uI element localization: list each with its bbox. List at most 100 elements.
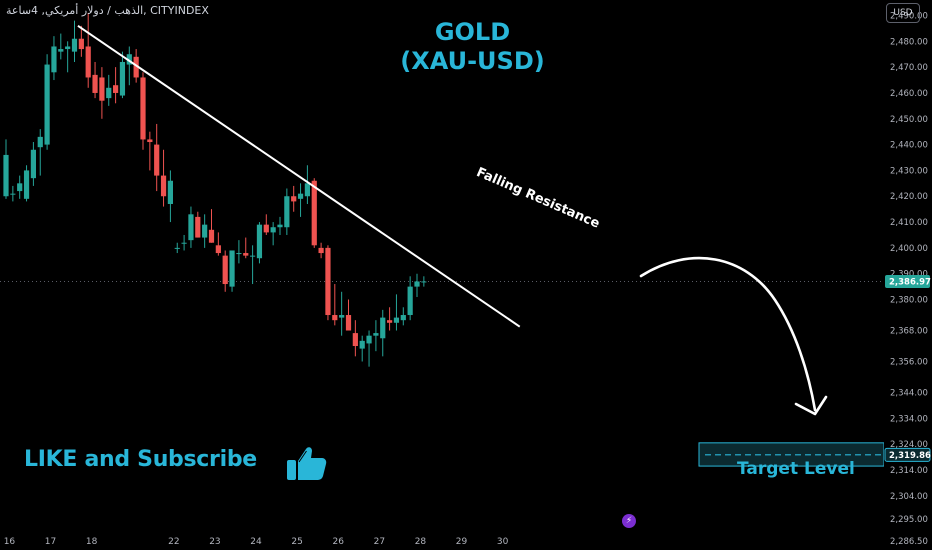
current-price-tag [885,275,930,289]
candle-body [345,315,352,331]
time-tick-label: 27 [374,537,385,547]
price-tick-label: 2,368.00 [890,327,928,337]
time-tick-label: 25 [291,537,302,547]
price-tick-label: 2,390.00 [890,270,928,280]
thumbs-up-icon [287,447,327,480]
candle-body [284,196,290,228]
time-tick-label: 18 [86,537,98,547]
candle-body [318,247,324,254]
candle-body [188,214,194,241]
candle-body [208,229,215,243]
candle-body [202,224,208,238]
price-tick-label: 2,450.00 [890,115,928,125]
candle-body [3,154,9,197]
time-tick-label: 16 [4,537,16,547]
chart-title: GOLD (XAU-USD) [395,18,550,76]
candle-body [160,175,167,197]
price-tick-label: 2,334.00 [890,414,928,424]
candle-body [10,193,16,195]
candle-body [352,333,358,347]
candle-body [297,193,304,199]
candle-body [243,253,249,256]
price-tick-label: 2,440.00 [890,141,928,151]
candle-body [65,46,71,50]
candle-body [140,77,146,140]
time-tick-label: 17 [45,537,56,547]
price-tick-label: 2,356.00 [890,358,928,368]
candle-body [30,149,36,179]
candle-body [92,74,98,93]
candle-body [250,255,256,257]
candle-body [147,139,153,143]
candle-body [380,317,386,339]
candle-body [332,315,338,321]
price-tick-label: 2,470.00 [890,63,928,73]
candle-body [325,247,331,316]
candle-body [414,281,420,287]
candle-body [277,224,283,228]
time-tick-label: 26 [332,537,344,547]
candle-body [44,64,50,145]
time-tick-label: 29 [456,537,468,547]
candle-body [400,315,406,321]
target-level-label: Target Level [737,459,855,479]
price-tick-label: 2,420.00 [890,192,928,202]
axis-layer: 2,490.00 2,480.00 2,470.00 2,460.00 2,450.00… [4,0,932,550]
candle-body [215,245,221,254]
candle-body [304,183,310,197]
candle-body [421,281,427,283]
candle-body [154,144,160,176]
time-tick-label: 23 [209,537,220,547]
time-tick-label: 22 [168,537,179,547]
candle-body [174,247,180,249]
chart-lines-layer [0,281,885,467]
candle-body [126,54,132,65]
price-tick-label: 2,490.00 [890,11,928,21]
call-to-action: LIKE and Subscribe [24,447,257,472]
candle-body [133,56,139,78]
candle-body [236,253,242,255]
title-line-1: GOLD [434,18,511,46]
price-tick-label: 2,304.00 [890,492,928,502]
candle-body [229,250,235,287]
price-tick-label: 2,460.00 [890,89,928,99]
candle-body [71,38,78,52]
candle-body [106,87,112,99]
time-tick-label: 24 [250,537,262,547]
price-tick-label: 2,324.00 [890,440,928,450]
candle-body [17,183,23,192]
candle-body [387,320,393,323]
candle-body [58,49,64,52]
candle-body [167,180,173,204]
target-price-tag [884,447,931,462]
price-tick-label: 2,314.00 [890,466,928,476]
candle-body [256,224,263,259]
time-tick-label: 28 [415,537,427,547]
price-tick-label: 2,295.00 [890,515,928,525]
candle-body [311,180,317,246]
candle-body [119,61,126,96]
title-line-2: (XAU-USD) [400,47,545,75]
projection-arrow [639,256,817,412]
candle-body [222,255,228,285]
arrow-head [794,395,828,416]
candle-body [113,85,119,93]
candle-body [393,317,400,323]
candles-layer [3,12,427,367]
candle-body [181,242,187,244]
candle-body [366,335,372,344]
lightning-icon[interactable]: ⚡ [622,514,636,528]
currency-button[interactable]: USD [886,3,920,23]
overlay-layer [77,24,828,416]
candle-body [78,38,84,50]
candle-body [359,340,365,349]
price-tick-label: 2,400.00 [890,244,928,254]
time-tick-label: 30 [497,537,509,547]
candle-body [51,46,57,73]
current-price-label: 2,386.97 [889,278,931,288]
candle-body [263,224,269,233]
falling-resistance-line [77,24,521,328]
candle-body [373,333,379,336]
